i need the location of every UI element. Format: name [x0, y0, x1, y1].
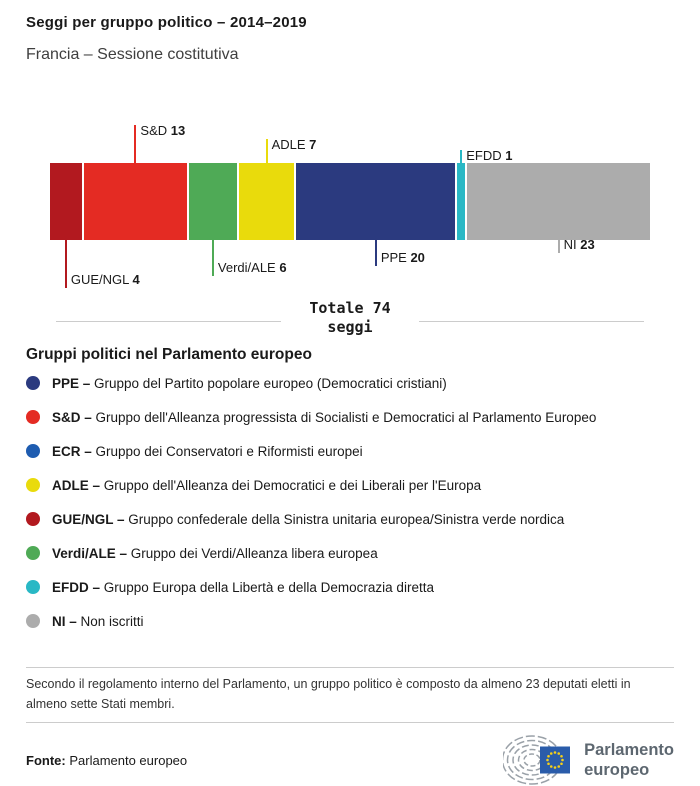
ep-logo-wordmark: Parlamento europeo [584, 740, 674, 780]
bar-segment-efdd [457, 163, 466, 240]
page-title: Seggi per gruppo politico – 2014–2019 [26, 14, 307, 31]
legend-color-dot-ppe [26, 376, 40, 390]
leader-line-ni [557, 240, 560, 253]
leader-line-efdd [460, 150, 463, 163]
legend-item-label: S&D – Gruppo dell'Alleanza progressista … [52, 409, 597, 425]
bar-segment-ni [467, 163, 650, 240]
leader-line-ppe [374, 240, 377, 266]
eu-flag-stars [546, 751, 564, 769]
legend-item-label: GUE/NGL – Gruppo confederale della Sinis… [52, 511, 565, 527]
bar-label-gue-ngl: GUE/NGL 4 [70, 272, 140, 287]
legend-item-s-d: S&D – Gruppo dell'Alleanza progressista … [26, 400, 674, 434]
legend-item-label: ECR – Gruppo dei Conservatori e Riformis… [52, 443, 363, 459]
legend-color-dot-verdi-ale [26, 546, 40, 560]
total-divider-row: Totale 74 seggi [56, 299, 644, 337]
leader-line-gue-ngl [64, 240, 67, 288]
page-subtitle: Francia – Sessione costitutiva [26, 46, 239, 63]
legend-item-label: NI – Non iscritti [52, 613, 144, 629]
bar-label-ppe: PPE 20 [380, 250, 425, 265]
seat-chart: GUE/NGL 4 S&D 13 Verdi/ALE 6 ADLE 7 PPE 20 EF… [0, 107, 700, 293]
bar-segment-s-d [83, 163, 188, 240]
ep-hemicycle-flag-icon [503, 735, 571, 785]
bar-segment-gue-ngl [50, 163, 82, 240]
legend-title: Gruppi politici nel Parlamento europeo [26, 346, 312, 363]
legend-color-dot-adle [26, 478, 40, 492]
header: Seggi per gruppo politico – 2014–2019 Fr… [0, 0, 700, 65]
leader-line-s-d [134, 125, 137, 163]
legend-item-ni: NI – Non iscritti [26, 604, 674, 638]
legend-item-label: EFDD – Gruppo Europa della Libertà e del… [52, 579, 434, 595]
source-line: Fonte: Parlamento europeo [26, 753, 187, 768]
footnote: Secondo il regolamento interno del Parla… [26, 667, 674, 723]
source-value: Parlamento europeo [69, 752, 188, 768]
ep-logo: Parlamento europeo [503, 733, 674, 786]
legend-list: PPE – Gruppo del Partito popolare europe… [26, 366, 674, 638]
leader-line-adle [265, 139, 268, 163]
leader-line-verdi-ale [211, 240, 214, 276]
bar-label-efdd: EFDD 1 [466, 148, 513, 163]
bar-label-s-d: S&D 13 [140, 123, 186, 138]
legend-color-dot-efdd [26, 580, 40, 594]
bar-segment-ppe [296, 163, 456, 240]
bar-segment-adle [238, 163, 295, 240]
legend-item-ecr: ECR – Gruppo dei Conservatori e Riformis… [26, 434, 674, 468]
bar-segment-verdi-ale [189, 163, 237, 240]
legend-item-adle: ADLE – Gruppo dell'Alleanza dei Democrat… [26, 468, 674, 502]
legend-item-verdi-ale: Verdi/ALE – Gruppo dei Verdi/Alleanza li… [26, 536, 674, 570]
bar-label-verdi-ale: Verdi/ALE 6 [217, 260, 287, 275]
eu-flag [540, 746, 571, 774]
legend-item-label: Verdi/ALE – Gruppo dei Verdi/Alleanza li… [52, 545, 378, 561]
total-seats-line1: Totale 74 [309, 299, 391, 317]
source-label: Fonte: [26, 752, 66, 768]
bar-label-adle: ADLE 7 [271, 137, 317, 152]
legend-item-gue-ngl: GUE/NGL – Gruppo confederale della Sinis… [26, 502, 674, 536]
total-seats-line2: seggi [327, 318, 373, 336]
legend-item-efdd: EFDD – Gruppo Europa della Libertà e del… [26, 570, 674, 604]
divider-line-right [418, 321, 644, 322]
legend-item-label: ADLE – Gruppo dell'Alleanza dei Democrat… [52, 477, 482, 493]
footer: Fonte: Parlamento europeo Parlamento [26, 733, 674, 786]
ep-logo-text-line1: Parlamento [584, 741, 674, 759]
legend-color-dot-ecr [26, 444, 40, 458]
legend-color-dot-gue-ngl [26, 512, 40, 526]
bar-label-ni: NI 23 [563, 237, 595, 252]
legend-item-ppe: PPE – Gruppo del Partito popolare europe… [26, 366, 674, 400]
ep-logo-text-line2: europeo [584, 761, 650, 779]
divider-line-left [56, 321, 282, 322]
legend-item-label: PPE – Gruppo del Partito popolare europe… [52, 375, 447, 391]
legend-color-dot-ni [26, 614, 40, 628]
total-seats-label: Totale 74 seggi [281, 299, 418, 337]
legend-color-dot-s-d [26, 410, 40, 424]
